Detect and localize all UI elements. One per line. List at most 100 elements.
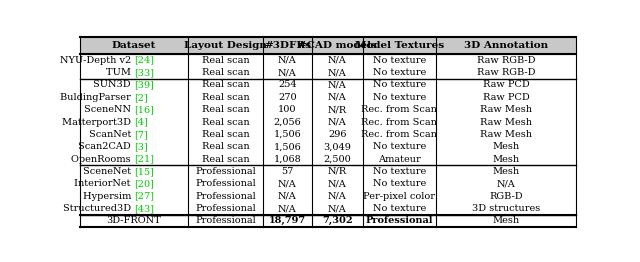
Text: Dataset: Dataset [112,41,156,50]
Text: N/A: N/A [328,204,347,213]
Text: Matterport3D: Matterport3D [62,118,134,127]
Text: 100: 100 [278,105,296,114]
Text: 1,506: 1,506 [273,142,301,151]
Text: Amateur: Amateur [378,155,420,163]
Text: [2]: [2] [134,93,148,102]
Text: Raw Mesh: Raw Mesh [480,130,532,139]
Text: 3,049: 3,049 [323,142,351,151]
Text: Raw PCD: Raw PCD [483,93,529,102]
Text: SceneNet: SceneNet [83,167,134,176]
Text: Real scan: Real scan [202,93,249,102]
Text: Real scan: Real scan [202,118,249,127]
Text: Real scan: Real scan [202,130,249,139]
Text: Rec. from Scan: Rec. from Scan [362,105,437,114]
Text: [3]: [3] [134,142,148,151]
Text: 18,797: 18,797 [269,216,306,226]
Text: Mesh: Mesh [493,167,520,176]
Text: Professional: Professional [195,192,256,201]
Text: N/A: N/A [328,118,347,127]
Text: N/A: N/A [328,93,347,102]
Text: N/R: N/R [328,105,347,114]
Text: N/A: N/A [278,204,297,213]
Text: BuldingParser: BuldingParser [60,93,134,102]
Text: No texture: No texture [372,56,426,65]
Text: Per-pixel color: Per-pixel color [364,192,435,201]
Text: Real scan: Real scan [202,80,249,89]
Text: No texture: No texture [372,204,426,213]
Bar [80,37,576,54]
Text: #CAD models: #CAD models [298,41,377,50]
Text: RGB-D: RGB-D [489,192,523,201]
Text: Hypersim: Hypersim [83,192,134,201]
Text: [43]: [43] [134,204,154,213]
Text: 270: 270 [278,93,297,102]
Text: N/R: N/R [328,167,347,176]
Text: Real scan: Real scan [202,56,249,65]
Text: 296: 296 [328,130,347,139]
Text: N/A: N/A [328,80,347,89]
Text: Layout Design: Layout Design [184,41,267,50]
Text: No texture: No texture [372,93,426,102]
Text: Rec. from Scan: Rec. from Scan [362,118,437,127]
Text: TUM: TUM [106,68,134,77]
Text: [15]: [15] [134,167,154,176]
Text: Professional: Professional [195,216,256,225]
Text: Model Textures: Model Textures [355,41,444,50]
Text: InteriorNet: InteriorNet [74,179,134,188]
Text: Raw RGB-D: Raw RGB-D [477,56,535,65]
Text: Mesh: Mesh [493,155,520,163]
Text: [39]: [39] [134,80,154,89]
Text: 57: 57 [281,167,294,176]
Text: 1,506: 1,506 [273,130,301,139]
Text: 2,500: 2,500 [324,155,351,163]
Text: Real scan: Real scan [202,68,249,77]
Text: SceneNN: SceneNN [84,105,134,114]
Text: No texture: No texture [372,80,426,89]
Text: 3D-FRONT: 3D-FRONT [107,216,161,225]
Text: [24]: [24] [134,56,154,65]
Text: 3D Annotation: 3D Annotation [464,41,548,50]
Text: Professional: Professional [195,204,256,213]
Text: N/A: N/A [278,179,297,188]
Text: 1,068: 1,068 [273,155,301,163]
Text: No texture: No texture [372,167,426,176]
Text: Mesh: Mesh [493,142,520,151]
Text: [27]: [27] [134,192,154,201]
Text: N/A: N/A [278,56,297,65]
Text: 2,056: 2,056 [273,118,301,127]
Text: N/A: N/A [328,68,347,77]
Text: N/A: N/A [278,192,297,201]
Text: Raw Mesh: Raw Mesh [480,118,532,127]
Text: ScanNet: ScanNet [88,130,134,139]
Text: [4]: [4] [134,118,148,127]
Text: SUN3D: SUN3D [93,80,134,89]
Text: [7]: [7] [134,130,148,139]
Text: Real scan: Real scan [202,105,249,114]
Text: [21]: [21] [134,155,154,163]
Text: N/A: N/A [328,56,347,65]
Text: Raw PCD: Raw PCD [483,80,529,89]
Text: 7,302: 7,302 [322,216,353,226]
Text: Real scan: Real scan [202,142,249,151]
Text: Rec. from Scan: Rec. from Scan [362,130,437,139]
Text: N/A: N/A [328,179,347,188]
Text: Raw Mesh: Raw Mesh [480,105,532,114]
Text: No texture: No texture [372,179,426,188]
Text: Real scan: Real scan [202,155,249,163]
Text: N/A: N/A [328,192,347,201]
Text: [16]: [16] [134,105,154,114]
Text: N/A: N/A [278,68,297,77]
Text: Mesh: Mesh [493,216,520,225]
Text: Professional: Professional [195,167,256,176]
Text: Structured3D: Structured3D [63,204,134,213]
Text: 3D structures: 3D structures [472,204,540,213]
Text: Scan2CAD: Scan2CAD [78,142,134,151]
Text: NYU-Depth v2: NYU-Depth v2 [60,56,134,65]
Text: 254: 254 [278,80,297,89]
Text: Raw RGB-D: Raw RGB-D [477,68,535,77]
Text: OpenRooms: OpenRooms [71,155,134,163]
Text: N/A: N/A [497,179,515,188]
Text: No texture: No texture [372,142,426,151]
Text: Professional: Professional [195,179,256,188]
Text: #3DFRs: #3DFRs [264,41,311,50]
